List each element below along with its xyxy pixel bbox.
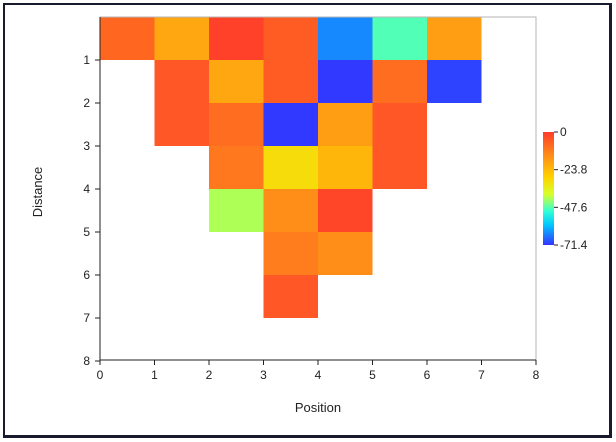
heatmap-cell bbox=[318, 189, 373, 232]
y-axis-title: Distance bbox=[30, 167, 45, 218]
colorbar-ticks: 0 -23.8 -47.6 -71.4 bbox=[554, 125, 588, 252]
heatmap-cell bbox=[154, 60, 209, 103]
heatmap-cell bbox=[372, 60, 427, 103]
y-tick-label: 4 bbox=[83, 182, 90, 196]
x-tick-label: 0 bbox=[97, 368, 104, 382]
heatmap-cell bbox=[209, 17, 264, 60]
y-axis-ticks: 1 2 3 4 5 6 7 8 bbox=[83, 53, 100, 368]
x-tick-label: 8 bbox=[533, 368, 540, 382]
heatmap-cell bbox=[263, 232, 318, 275]
heatmap-cell bbox=[263, 146, 318, 189]
x-tick-label: 6 bbox=[424, 368, 431, 382]
y-tick-label: 3 bbox=[83, 139, 90, 153]
heatmap-chart: 0 1 2 3 4 5 6 7 8 1 2 3 4 5 6 7 8 Position Distance 0 -2… bbox=[30, 16, 588, 415]
heatmap-cell bbox=[318, 103, 373, 146]
heatmap-cell bbox=[209, 103, 264, 146]
heatmap-cell bbox=[263, 17, 318, 60]
y-tick-label: 5 bbox=[83, 225, 90, 239]
axes: 0 1 2 3 4 5 6 7 8 1 2 3 4 5 6 7 8 bbox=[83, 16, 540, 382]
heatmap-cells bbox=[100, 17, 482, 318]
heatmap-cell bbox=[263, 60, 318, 103]
y-tick-label: 1 bbox=[83, 53, 90, 67]
heatmap-cell bbox=[372, 17, 427, 60]
colorbar-tick-label: -71.4 bbox=[560, 238, 588, 252]
heatmap-cell bbox=[209, 189, 264, 232]
heatmap-cell bbox=[263, 103, 318, 146]
heatmap-cell bbox=[154, 17, 209, 60]
heatmap-cell bbox=[263, 189, 318, 232]
heatmap-cell bbox=[318, 60, 373, 103]
heatmap-cell bbox=[318, 146, 373, 189]
colorbar-tick-label: 0 bbox=[560, 125, 567, 139]
heatmap-cell bbox=[427, 60, 482, 103]
y-tick-label: 8 bbox=[83, 354, 90, 368]
heatmap-cell bbox=[372, 146, 427, 189]
x-tick-label: 3 bbox=[260, 368, 267, 382]
x-tick-label: 1 bbox=[151, 368, 158, 382]
heatmap-cell bbox=[318, 17, 373, 60]
heatmap-cell bbox=[318, 232, 373, 275]
x-tick-label: 5 bbox=[369, 368, 376, 382]
heatmap-cell bbox=[209, 60, 264, 103]
colorbar-tick-label: -47.6 bbox=[560, 200, 588, 214]
y-tick-label: 2 bbox=[83, 96, 90, 110]
colorbar: 0 -23.8 -47.6 -71.4 bbox=[543, 125, 588, 252]
x-tick-label: 2 bbox=[206, 368, 213, 382]
x-tick-label: 7 bbox=[478, 368, 485, 382]
heatmap-cell bbox=[209, 146, 264, 189]
x-tick-label: 4 bbox=[315, 368, 322, 382]
heatmap-cell bbox=[263, 275, 318, 318]
y-tick-label: 6 bbox=[83, 268, 90, 282]
x-axis-title: Position bbox=[295, 400, 341, 415]
heatmap-cell bbox=[427, 17, 482, 60]
heatmap-cell bbox=[372, 103, 427, 146]
chart-frame: 0 1 2 3 4 5 6 7 8 1 2 3 4 5 6 7 8 Position Distance 0 -2… bbox=[3, 3, 612, 438]
colorbar-tick-label: -23.8 bbox=[560, 163, 588, 177]
x-axis-ticks: 0 1 2 3 4 5 6 7 8 bbox=[97, 360, 540, 382]
colorbar-gradient bbox=[543, 132, 554, 245]
heatmap-cell bbox=[100, 17, 155, 60]
y-tick-label: 7 bbox=[83, 311, 90, 325]
heatmap-cell bbox=[154, 103, 209, 146]
